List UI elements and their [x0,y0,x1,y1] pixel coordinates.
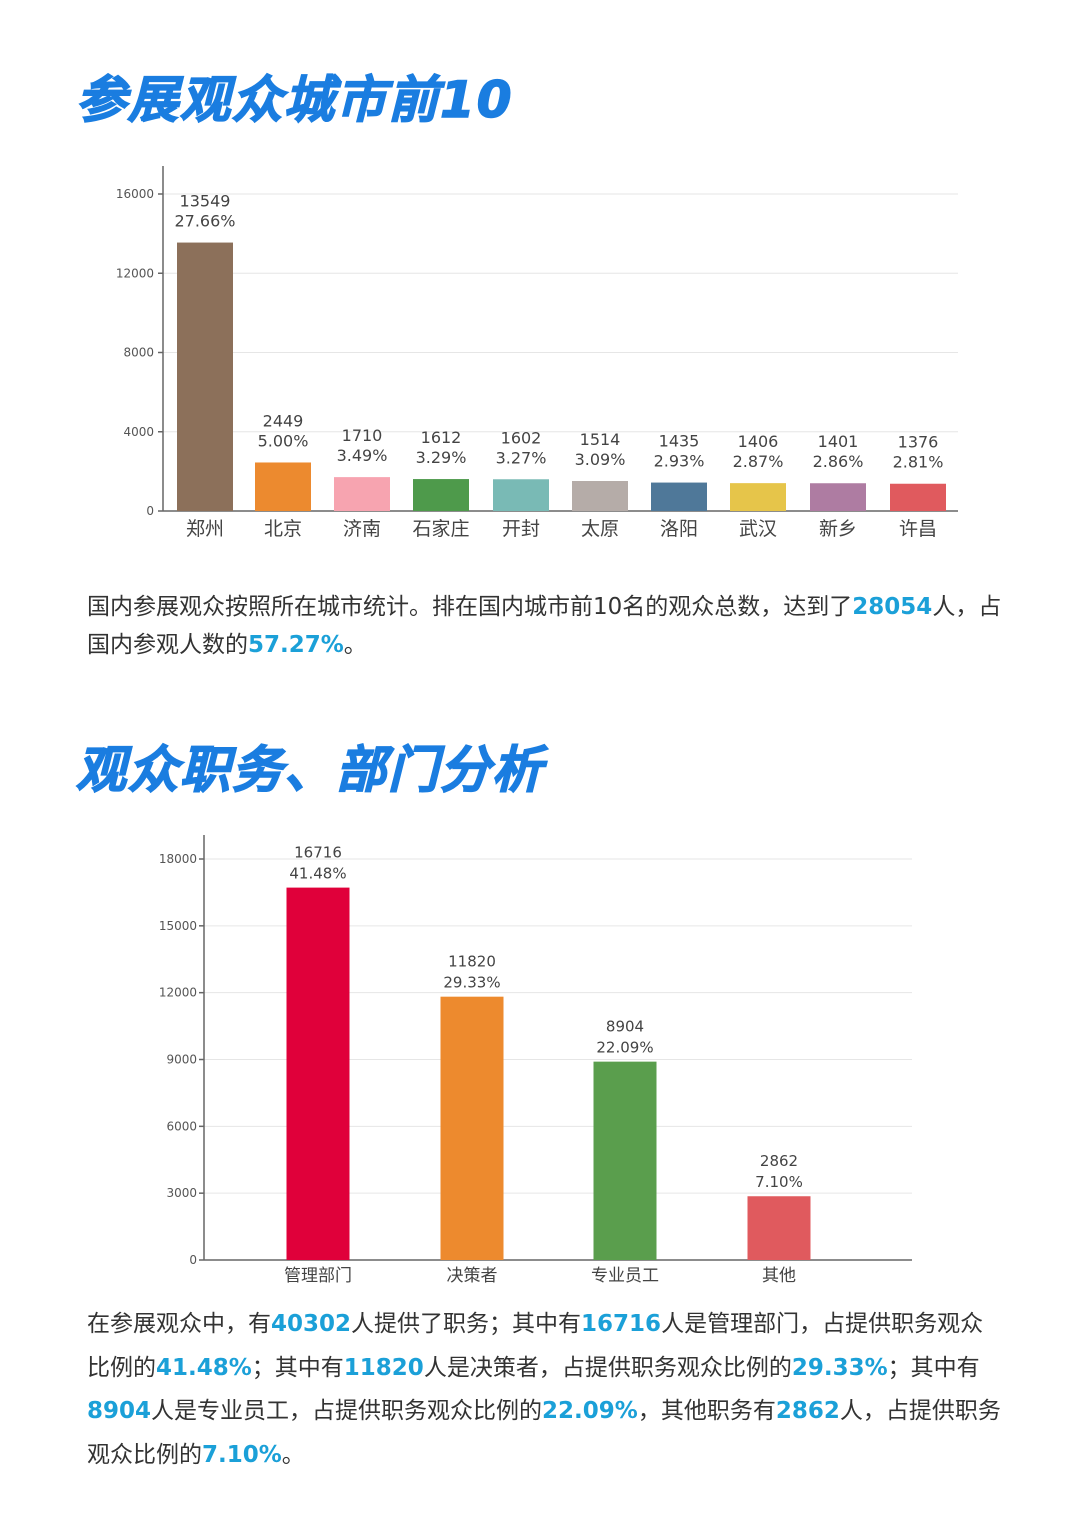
summary-cities: 国内参展观众按照所在城市统计。排在国内城市前10名的观众总数，达到了28054人… [87,588,1002,664]
y-tick-label: 4000 [123,425,154,439]
y-tick-label: 15000 [159,919,197,933]
bar-专业员工 [593,1061,657,1260]
data-label-percent: 2.93% [654,452,705,471]
summary-text: 人是管理部门，占提供职务观众比例的 [87,1311,984,1381]
y-tick-label: 6000 [166,1119,197,1133]
data-label-percent: 3.09% [575,450,626,469]
x-tick-label: 专业员工 [591,1266,659,1286]
summary-text: 。 [281,1441,305,1468]
data-label-value: 1710 [342,426,383,445]
y-tick-label: 12000 [159,986,197,1000]
section-title-cities: 参展观众城市前10 [75,70,514,130]
highlight-value: 57.27% [248,632,344,658]
y-tick-label: 12000 [116,266,154,280]
summary-text: 国内参展观众按照所在城市统计。排在国内城市前10名的观众总数，达到了 [87,594,853,620]
x-tick-label: 洛阳 [660,518,698,540]
data-label-percent: 7.10% [755,1173,803,1191]
bar-郑州 [177,242,233,512]
bar-管理部门 [286,887,350,1260]
x-tick-label: 许昌 [899,518,937,540]
x-tick-label: 开封 [502,518,540,540]
summary-positions: 在参展观众中，有40302人提供了职务；其中有16716人是管理部门，占提供职务… [87,1303,1002,1477]
bar-许昌 [890,483,946,511]
summary-text: 人，占提供职务观众比例的 [87,1398,1001,1468]
summary-text: ；其中有 [251,1354,344,1381]
summary-text: ；其中有 [887,1354,980,1381]
data-label-percent: 22.09% [596,1039,653,1057]
x-tick-label: 新乡 [819,518,857,540]
data-label-percent: 3.29% [416,448,467,467]
x-tick-label: 济南 [343,518,381,540]
highlight-value: 40302 [271,1311,352,1337]
data-label-percent: 5.00% [258,431,309,450]
summary-text: ，其他职务有 [637,1398,776,1424]
data-label-value: 1435 [659,432,700,451]
data-label-value: 11820 [448,953,496,971]
x-tick-label: 郑州 [186,518,224,540]
summary-text: 人提供了职务；其中有 [351,1311,582,1337]
highlight-value: 28054 [852,594,933,620]
x-tick-label: 决策者 [447,1266,498,1286]
data-label-percent: 2.81% [893,453,944,472]
summary-text: 在参展观众中，有 [87,1311,271,1337]
data-label-value: 13549 [180,192,231,211]
y-tick-label: 0 [189,1253,197,1267]
data-label-value: 16716 [294,844,342,862]
highlight-value: 2862 [775,1398,840,1424]
bar-洛阳 [651,482,707,511]
bar-新乡 [810,483,866,511]
section-title-positions: 观众职务、部门分析 [75,740,544,800]
data-label-percent: 27.66% [174,212,235,231]
data-label-value: 8904 [606,1018,644,1036]
bar-太原 [572,481,628,511]
data-label-value: 1376 [898,433,939,452]
y-tick-label: 16000 [116,187,154,201]
x-tick-label: 其他 [762,1266,796,1286]
data-label-value: 1406 [738,432,779,451]
highlight-value: 11820 [343,1354,424,1381]
summary-text: 人，占国内参观人数的 [87,594,1002,658]
bar-济南 [334,477,390,511]
bar-其他 [747,1196,811,1260]
x-tick-label: 管理部门 [284,1266,352,1286]
highlight-value: 29.33% [791,1354,888,1381]
data-label-percent: 2.86% [813,452,864,471]
x-tick-label: 武汉 [739,518,777,540]
y-tick-label: 0 [146,504,154,518]
data-label-percent: 2.87% [733,452,784,471]
data-label-percent: 3.49% [337,446,388,465]
y-tick-label: 9000 [166,1053,197,1067]
bar-武汉 [730,483,786,511]
data-label-percent: 41.48% [289,865,346,883]
highlight-value: 41.48% [156,1354,252,1381]
bar-决策者 [440,996,504,1260]
data-label-value: 2862 [760,1152,798,1170]
x-tick-label: 石家庄 [412,518,469,540]
summary-text: 。 [343,632,367,658]
highlight-value: 8904 [87,1398,152,1424]
y-tick-label: 18000 [159,852,197,866]
bar-开封 [493,479,549,511]
bar-石家庄 [413,479,469,511]
x-tick-label: 太原 [581,518,619,540]
chart-positions: 0 3000 6000 9000 12000 15000 18000 41.48% 16716 管… [159,835,912,1286]
data-label-percent: 3.27% [496,448,547,467]
data-label-value: 1401 [818,432,859,451]
data-label-value: 1602 [501,428,542,447]
x-tick-label: 北京 [264,518,302,540]
y-tick-label: 8000 [123,346,154,360]
summary-text: 人是专业员工，占提供职务观众比例的 [151,1398,543,1424]
highlight-value: 7.10% [202,1441,282,1468]
data-label-value: 1514 [580,430,621,449]
bar-北京 [255,462,311,511]
summary-text: 人是决策者，占提供职务观众比例的 [423,1354,792,1381]
highlight-value: 16716 [581,1311,662,1337]
chart-top-cities: 0 4000 8000 12000 16000 27.66%13549 郑州 5.00%244… [116,166,958,540]
highlight-value: 22.09% [542,1398,638,1424]
data-label-percent: 29.33% [443,974,500,992]
data-label-value: 2449 [263,411,304,430]
data-label-value: 1612 [421,428,462,447]
y-tick-label: 3000 [166,1186,197,1200]
